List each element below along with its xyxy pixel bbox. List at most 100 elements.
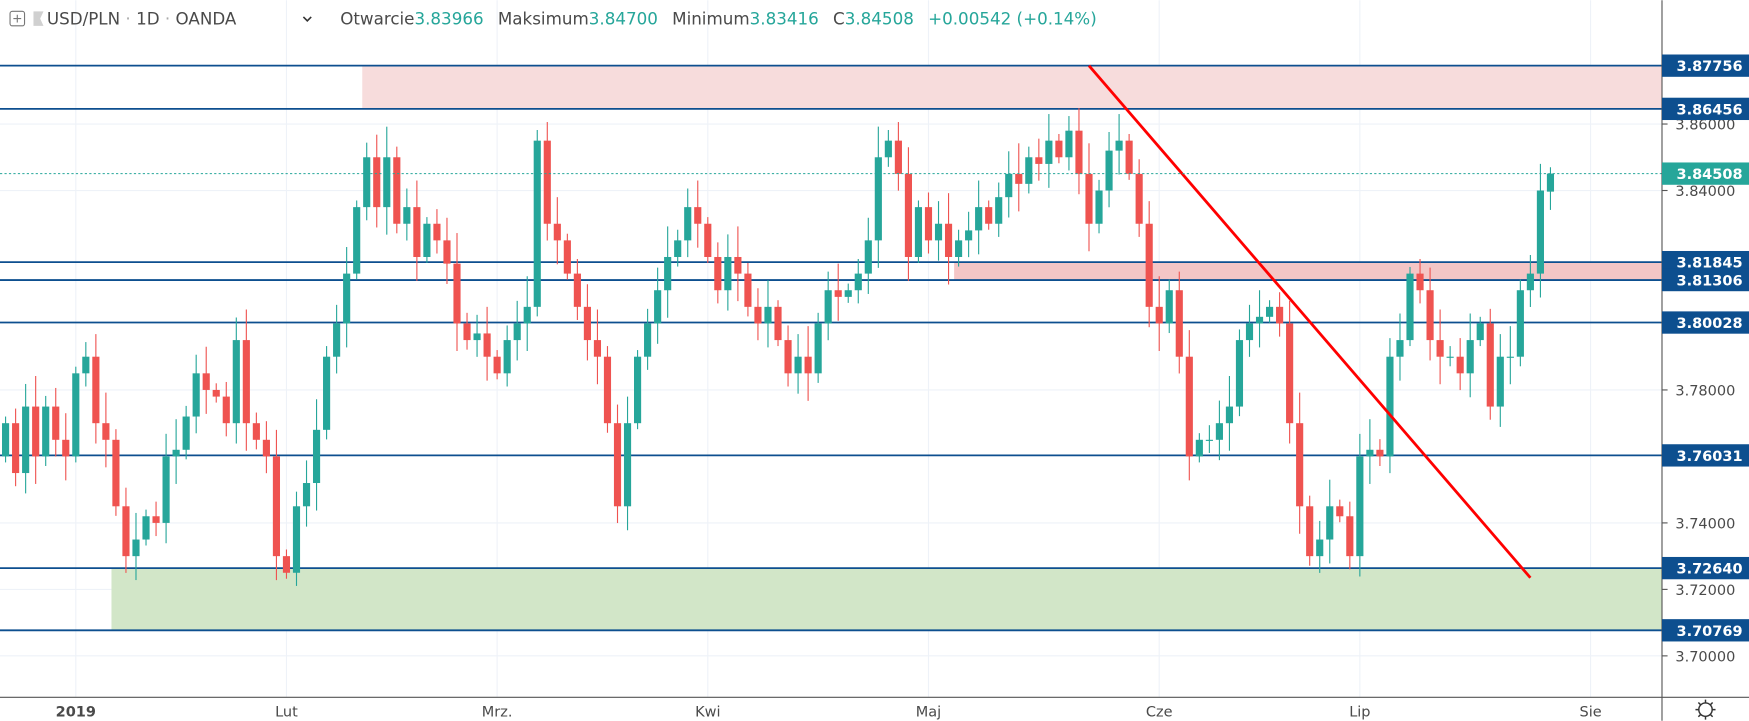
price-axis[interactable] xyxy=(1661,0,1749,721)
candle xyxy=(92,334,100,444)
candle-body xyxy=(1286,323,1294,424)
settings-gear-icon[interactable] xyxy=(1695,699,1716,720)
zones xyxy=(111,65,1662,631)
candle-body xyxy=(212,389,220,397)
candle xyxy=(1255,290,1264,348)
candle-body xyxy=(1055,140,1063,158)
candle xyxy=(1286,300,1294,444)
candle xyxy=(975,180,983,255)
candle xyxy=(654,267,662,344)
candle xyxy=(1185,330,1193,481)
support-zone[interactable] xyxy=(111,568,1662,631)
price-tick-label: 3.84000 xyxy=(1675,184,1735,200)
candle-body xyxy=(644,323,652,357)
date-label: Lip xyxy=(1349,704,1370,720)
flag-icon xyxy=(33,11,44,26)
candle xyxy=(393,146,401,234)
candle xyxy=(1045,114,1053,188)
candle xyxy=(383,126,391,235)
candle xyxy=(343,247,351,348)
date-label: 2019 xyxy=(56,704,96,720)
candle xyxy=(684,188,692,258)
candle xyxy=(794,334,802,394)
candle xyxy=(32,375,40,484)
candle-body xyxy=(1175,290,1183,357)
candle xyxy=(202,346,210,414)
candle xyxy=(1105,132,1113,208)
level-badge: 3.86456 xyxy=(1676,102,1742,118)
candle-body xyxy=(1486,323,1494,407)
candle xyxy=(965,211,973,258)
candle-body xyxy=(1135,173,1143,224)
level-badge: 3.76031 xyxy=(1676,449,1742,465)
resistance-zone[interactable] xyxy=(954,262,1662,281)
level-badge-bg xyxy=(1661,268,1749,292)
candle-body xyxy=(553,223,561,241)
candle-body xyxy=(654,290,662,324)
candle xyxy=(2,416,10,463)
price-tick-label: 3.78000 xyxy=(1675,384,1735,400)
candle xyxy=(714,242,722,304)
candle-body xyxy=(1416,273,1424,291)
level-badge-bg xyxy=(1661,311,1749,334)
candle-body xyxy=(182,416,190,450)
candle xyxy=(1065,116,1073,171)
svg-text:Otwarcie3.83966 Maksimum: Otwarcie3.83966 Maksimum3.84700 Minimum3… xyxy=(340,9,1097,29)
candle xyxy=(1225,375,1234,451)
candle xyxy=(764,280,772,348)
trendline[interactable] xyxy=(1087,64,1532,579)
low-label: Minimum xyxy=(672,9,749,29)
candle xyxy=(22,383,30,494)
candle-body xyxy=(1356,456,1364,557)
candle-body xyxy=(72,373,80,457)
grid xyxy=(0,0,1662,698)
candle xyxy=(1476,316,1484,347)
candle-body xyxy=(1406,273,1414,341)
candle xyxy=(122,487,130,573)
candle-body xyxy=(573,273,581,307)
add-symbol-button[interactable] xyxy=(9,10,26,27)
candle-body xyxy=(1426,290,1434,341)
candle-body xyxy=(463,323,471,341)
date-label: Lut xyxy=(275,704,298,720)
level-badge-bg xyxy=(1661,54,1749,77)
candle xyxy=(1155,276,1163,351)
candle xyxy=(533,130,541,317)
candle-body xyxy=(1546,173,1555,192)
candle-body xyxy=(1496,356,1504,407)
candle-body xyxy=(965,230,973,241)
candle-body xyxy=(282,556,291,573)
chevron-down-icon[interactable] xyxy=(302,16,312,22)
candle xyxy=(623,396,632,531)
candle-body xyxy=(1466,340,1474,374)
candle xyxy=(102,392,110,468)
candle xyxy=(884,130,892,167)
candle-body xyxy=(824,290,832,324)
candle xyxy=(944,193,953,285)
candle-body xyxy=(202,373,210,390)
date-label: Maj xyxy=(916,704,941,720)
candle xyxy=(864,217,872,294)
candle xyxy=(162,433,170,544)
candle xyxy=(1015,143,1023,212)
candle-body xyxy=(1145,223,1153,307)
candle xyxy=(192,354,200,434)
candle-body xyxy=(985,207,993,224)
candle-body xyxy=(22,406,30,474)
candle xyxy=(302,460,311,527)
candle-body xyxy=(453,263,461,324)
candle xyxy=(132,512,140,581)
candle-body xyxy=(634,356,642,424)
level-badge: 3.70769 xyxy=(1676,624,1742,640)
time-axis[interactable]: 2019 Lut Mrz. Kwi Maj Cze Lip Sie xyxy=(56,704,1602,720)
candle-body xyxy=(513,323,521,341)
resistance-zone[interactable] xyxy=(362,65,1662,109)
candle xyxy=(1025,146,1033,194)
candle xyxy=(323,346,331,440)
candle-body xyxy=(312,429,321,484)
source: OANDA xyxy=(176,9,237,29)
candle-body xyxy=(52,406,60,440)
candle-body xyxy=(834,290,842,297)
candle xyxy=(995,182,1003,237)
